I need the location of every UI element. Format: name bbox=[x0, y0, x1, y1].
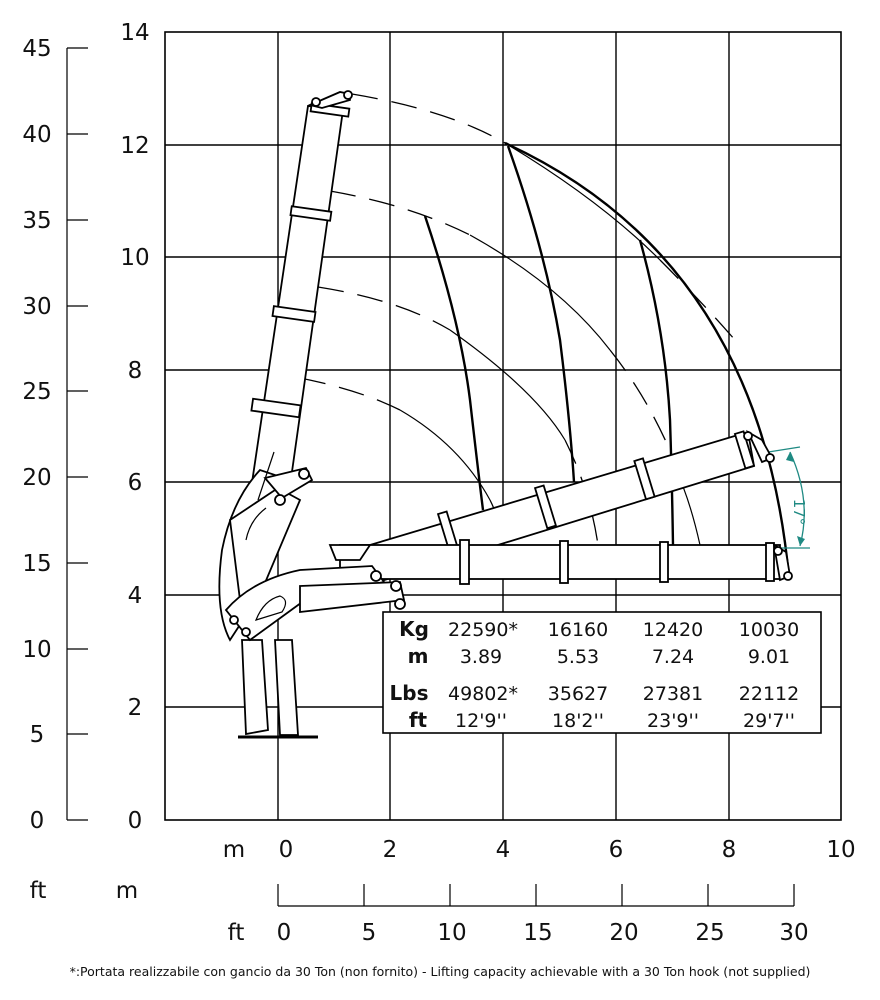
boom-horizontal bbox=[339, 539, 793, 585]
left-m-tick-labels: 14 12 10 8 6 4 2 0 bbox=[120, 20, 149, 834]
cell-m-1: 3.89 bbox=[460, 646, 502, 668]
x-m-tick-8: 8 bbox=[722, 837, 737, 863]
left-ft-axis bbox=[66, 47, 88, 821]
x-m-tick-0: 0 bbox=[279, 837, 294, 863]
ft-tick-35: 35 bbox=[22, 208, 51, 234]
x-m-tick-6: 6 bbox=[609, 837, 624, 863]
x-ft-tick-5: 5 bbox=[362, 920, 377, 946]
footnote: *:Portata realizzabile con gancio da 30 … bbox=[70, 964, 811, 979]
m-tick-2: 2 bbox=[128, 695, 143, 721]
ft-tick-5: 5 bbox=[30, 722, 45, 748]
angle-label: 17° bbox=[790, 499, 808, 526]
ft-tick-0: 0 bbox=[30, 808, 45, 834]
row-label-lbs: Lbs bbox=[390, 681, 429, 705]
ft-tick-45: 45 bbox=[22, 36, 51, 62]
x-ft-tick-30: 30 bbox=[779, 920, 808, 946]
x-ft-tick-20: 20 bbox=[609, 920, 638, 946]
m-tick-10: 10 bbox=[120, 245, 149, 271]
cell-kg-2: 16160 bbox=[548, 619, 608, 641]
x-m-tick-4: 4 bbox=[496, 837, 511, 863]
working-envelope bbox=[423, 141, 791, 579]
m-tick-4: 4 bbox=[128, 583, 143, 609]
bottom-ft-axis bbox=[277, 884, 795, 907]
x-ft-tick-10: 10 bbox=[437, 920, 466, 946]
cell-kg-3: 12420 bbox=[643, 619, 703, 641]
x-m-tick-10: 10 bbox=[826, 837, 855, 863]
cell-lbs-3: 27381 bbox=[643, 683, 703, 705]
cell-kg-1: 22590* bbox=[448, 619, 518, 641]
ft-tick-25: 25 bbox=[22, 379, 51, 405]
x-m-tick-2: 2 bbox=[383, 837, 398, 863]
cell-m-4: 9.01 bbox=[748, 646, 790, 668]
m-corner-label: m bbox=[116, 878, 138, 904]
cell-lbs-2: 35627 bbox=[548, 683, 608, 705]
cell-m-3: 7.24 bbox=[652, 646, 694, 668]
m-tick-8: 8 bbox=[128, 358, 143, 384]
m-tick-12: 12 bbox=[120, 133, 149, 159]
row-label-kg: Kg bbox=[399, 617, 429, 641]
capacity-table: Kg m Lbs ft 22590* 3.89 49802* 12'9'' 16… bbox=[382, 611, 822, 734]
row-label-ft: ft bbox=[409, 708, 428, 732]
cell-ft-2: 18'2'' bbox=[552, 710, 604, 732]
boom-raised bbox=[248, 90, 353, 501]
cell-m-2: 5.53 bbox=[557, 646, 599, 668]
cell-lbs-1: 49802* bbox=[448, 683, 518, 705]
x-ft-tick-15: 15 bbox=[523, 920, 552, 946]
ft-tick-10: 10 bbox=[22, 637, 51, 663]
bottom-ft-tick-labels: ft 0 5 10 15 20 25 30 bbox=[228, 920, 809, 946]
bottom-m-unit-label: m bbox=[223, 837, 245, 863]
x-ft-tick-0: 0 bbox=[277, 920, 292, 946]
left-ft-tick-labels: 45 40 35 30 25 20 15 10 5 0 bbox=[22, 36, 51, 834]
bottom-m-axis: m 0 2 4 6 8 10 bbox=[223, 837, 856, 863]
bottom-ft-unit-label: ft bbox=[228, 920, 245, 946]
cell-ft-3: 23'9'' bbox=[647, 710, 699, 732]
cell-lbs-4: 22112 bbox=[739, 683, 799, 705]
m-tick-0: 0 bbox=[128, 808, 143, 834]
row-label-m: m bbox=[408, 644, 429, 668]
cell-kg-4: 10030 bbox=[739, 619, 799, 641]
m-tick-6: 6 bbox=[128, 470, 143, 496]
ft-corner-label: ft bbox=[30, 878, 47, 904]
m-tick-14: 14 bbox=[120, 20, 149, 46]
x-ft-tick-25: 25 bbox=[695, 920, 724, 946]
cell-ft-1: 12'9'' bbox=[455, 710, 507, 732]
ft-tick-15: 15 bbox=[22, 551, 51, 577]
ft-tick-20: 20 bbox=[22, 465, 51, 491]
cell-ft-4: 29'7'' bbox=[743, 710, 795, 732]
ft-tick-30: 30 bbox=[22, 294, 51, 320]
ft-tick-40: 40 bbox=[22, 122, 51, 148]
crane-base bbox=[218, 451, 406, 739]
